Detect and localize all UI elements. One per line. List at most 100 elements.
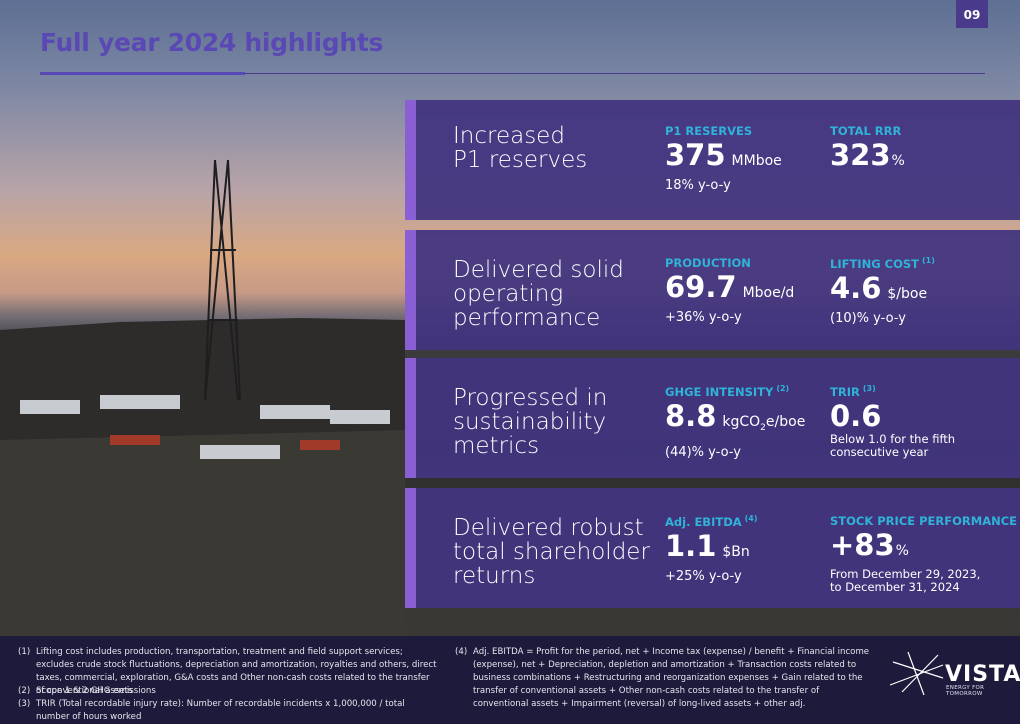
metric-number: 375: [665, 138, 726, 172]
footnote-marker: (1): [18, 647, 31, 657]
metric-label: Adj. EBITDA (4): [665, 514, 758, 529]
highlight-panel: Delivered robust total shareholder returns…: [405, 488, 1020, 608]
metric-label: TOTAL RRR: [830, 124, 905, 138]
metric-number: +83: [830, 528, 895, 562]
footnote-marker: (3): [18, 699, 31, 709]
trailers: [20, 395, 390, 459]
headline-line: sustainability: [453, 409, 607, 435]
headline-line: Progressed in: [453, 385, 608, 411]
logo-star: [889, 651, 944, 696]
title-accent: [40, 72, 245, 75]
metric-unit: $Bn: [722, 543, 750, 560]
footnote-text: Lifting cost includes production, transp…: [36, 647, 437, 696]
footer: [0, 636, 1020, 716]
note-line: +36% y-o-y: [665, 310, 742, 325]
note-line: Below 1.0 for the fifth: [830, 431, 956, 446]
unit-subscript: 2: [760, 422, 766, 433]
metric-unit: $/boe: [887, 285, 928, 302]
metric-label-text: P1 RESERVES: [665, 124, 753, 138]
metric-label: PRODUCTION: [665, 256, 794, 270]
metric-label: LIFTING COST (1): [830, 256, 935, 271]
metric: STOCK PRICE PERFORMANCE +83% From December…: [830, 514, 1017, 594]
metric: LIFTING COST (1) 4.6 $/boe (10)% y-o-y: [830, 256, 935, 326]
highlight-panel: Progressed in sustainability metrics GHGE I…: [405, 358, 1020, 478]
metric: TRIR (3) 0.6 Below 1.0 for the fifth consecu…: [830, 384, 955, 459]
metric-number: 1.1: [665, 528, 717, 563]
note-line: +25% y-o-y: [665, 568, 742, 584]
headline-line: P1 reserves: [453, 147, 588, 173]
footnote-text: Adj. EBITDA = Profit for the period, net…: [473, 647, 870, 709]
footnote-ref: (2): [776, 384, 790, 393]
rig: [204, 159, 241, 401]
panel-headline: Delivered solid operating performance: [453, 258, 624, 330]
note-line: (10)% y-o-y: [830, 310, 906, 326]
footnote-ref: (1): [922, 256, 935, 265]
metric-label-text: TRIR: [830, 384, 860, 399]
footnote-ref: (3): [862, 384, 876, 393]
metric-value: 323%: [830, 138, 905, 178]
metric: P1 RESERVES 375 MMboe 18% y-o-y: [665, 124, 782, 193]
logo-name: VISTA: [945, 662, 1020, 687]
metric-number: 4.6: [830, 270, 882, 305]
metric: Adj. EBITDA (4) 1.1 $Bn +25% y-o-y: [665, 514, 758, 584]
unit-part: e/boe: [765, 413, 806, 430]
metric-label-text: GHGE INTENSITY: [665, 384, 774, 399]
panel-headline: Delivered robust total shareholder returns: [453, 516, 650, 588]
metric-label: TRIR (3): [830, 384, 955, 399]
headline-line: metrics: [453, 433, 540, 459]
page-number: 09: [956, 0, 988, 28]
headline-line: total shareholder: [453, 539, 650, 565]
metric-note: From December 29, 2023, to December 31, 2…: [830, 568, 1017, 594]
footnote-ref: (4): [744, 514, 758, 523]
metric: GHGE INTENSITY (2) 8.8 kgCO2e/boe (44)% y-o-…: [665, 384, 805, 460]
headline-line: Delivered robust: [453, 515, 644, 541]
highlight-panel: Delivered solid operating performance PRODU…: [405, 230, 1020, 350]
note-line: (44)% y-o-y: [665, 444, 741, 460]
metric-label-text: TOTAL RRR: [830, 124, 902, 138]
metric-value: 4.6 $/boe: [830, 271, 935, 311]
metric-label-text: Adj. EBITDA: [665, 514, 742, 529]
footnote-marker: (2): [18, 686, 31, 696]
slide-title: Full year 2024 highlights: [40, 28, 384, 57]
metric-value: 69.7 Mboe/d: [665, 270, 794, 310]
foreground: [0, 430, 405, 636]
note-line: From December 29, 2023,: [830, 567, 981, 581]
headline-line: returns: [453, 563, 536, 589]
metric-label: STOCK PRICE PERFORMANCE: [830, 514, 1017, 528]
metric-label-text: LIFTING COST: [830, 256, 919, 271]
metric: TOTAL RRR 323%: [830, 124, 905, 178]
metric-note: Below 1.0 for the fifth consecutive year: [830, 431, 956, 459]
panel-headline: Progressed in sustainability metrics: [453, 386, 607, 458]
metric-note: +36% y-o-y: [665, 310, 794, 325]
metric-note: (44)% y-o-y: [665, 445, 805, 460]
note-line: to December 31, 2024: [830, 580, 960, 594]
metric-value: 0.6: [830, 399, 955, 433]
metric-label: P1 RESERVES: [665, 124, 782, 138]
note-line: 18% y-o-y: [665, 178, 731, 193]
highlight-panel: Increased P1 reserves P1 RESERVES 375 MMboe 1…: [405, 100, 1020, 220]
metric-value: 8.8 kgCO2e/boe: [665, 399, 805, 445]
metric-label: GHGE INTENSITY (2): [665, 384, 805, 399]
metric-number: 323: [830, 138, 891, 172]
metric-label-text: PRODUCTION: [665, 256, 751, 270]
metric-unit: %: [891, 153, 905, 169]
metric-label-text: STOCK PRICE PERFORMANCE: [830, 514, 1018, 528]
unit-part: kgCO: [722, 413, 761, 430]
metric-number: 69.7: [665, 270, 737, 304]
title-rule: [40, 73, 985, 74]
footnote-text: Scope 1 & 2 GHG emissions: [36, 686, 156, 696]
headline-line: operating: [453, 281, 564, 307]
headline-line: Delivered solid: [453, 257, 624, 283]
metric-value: +83%: [830, 528, 1017, 568]
metric-unit: Mboe/d: [742, 285, 795, 301]
footnote-marker: (4): [455, 647, 468, 657]
metric-value: 1.1 $Bn: [665, 529, 758, 569]
note-line: consecutive year: [830, 444, 929, 459]
metric-value: 375 MMboe: [665, 138, 782, 178]
footnote-text: TRIR (Total recordable injury rate): Num…: [36, 699, 405, 722]
metric: PRODUCTION 69.7 Mboe/d +36% y-o-y: [665, 256, 794, 325]
logo-tagline: ENERGY FOR TOMORROW: [946, 685, 985, 697]
metric-unit: MMboe: [731, 153, 782, 169]
headline-line: performance: [453, 305, 601, 331]
